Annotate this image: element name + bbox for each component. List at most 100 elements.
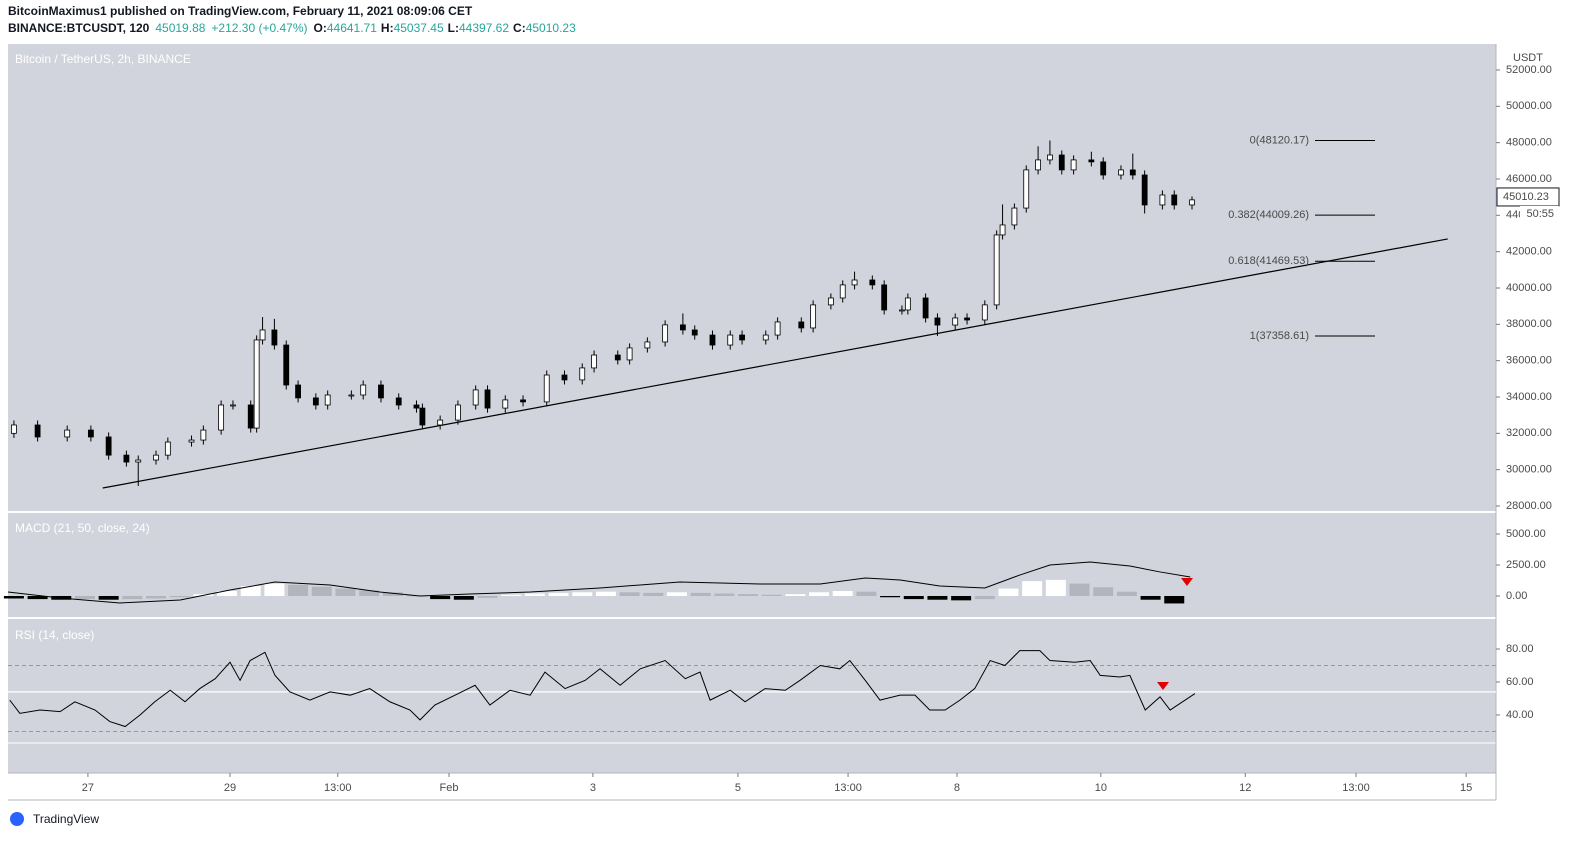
candle-body <box>105 436 112 456</box>
rsi-line <box>9 650 1196 728</box>
y-tick-label: 80.00 <box>1506 643 1534 655</box>
candle-body <box>419 407 426 426</box>
change: +212.30 (+0.47%) <box>211 21 307 35</box>
y-tick-label: 40.00 <box>1506 709 1534 721</box>
candle-body <box>839 284 846 299</box>
macd-histogram-bar <box>761 594 782 597</box>
y-tick-label: 32000.00 <box>1506 427 1552 439</box>
macd-histogram-bar <box>1022 581 1043 597</box>
candle-body <box>881 284 888 311</box>
fib-label: 0.618(41469.53) <box>1228 255 1309 267</box>
candle-body <box>810 304 817 329</box>
candle-body <box>899 309 905 312</box>
y-tick-label: 28000.00 <box>1506 500 1552 512</box>
candle-body <box>484 389 491 409</box>
candle-body <box>662 324 669 343</box>
y-tick-label: 48000.00 <box>1506 137 1552 149</box>
macd-histogram-bar <box>27 596 48 600</box>
macd-histogram-bar <box>430 596 451 600</box>
candle-body <box>727 334 734 346</box>
macd-histogram-bar <box>3 596 24 599</box>
candle-body <box>851 279 858 286</box>
y-tick-label: 46000.00 <box>1506 173 1552 185</box>
macd-histogram-bar <box>477 596 498 598</box>
y-tick-label: 2500.00 <box>1506 559 1546 571</box>
candle-body <box>295 384 301 399</box>
brand: TradingView <box>33 812 99 826</box>
candle-body <box>271 329 278 346</box>
candle-body <box>561 374 568 381</box>
candle-body <box>395 397 402 406</box>
macd-histogram-bar <box>951 596 972 601</box>
candle-body <box>1011 207 1018 226</box>
macd-histogram-bar <box>240 586 261 597</box>
macd-histogram-bar <box>1140 596 1161 600</box>
macd-histogram-bar <box>998 588 1019 597</box>
candle-body <box>614 354 621 361</box>
candle-body <box>64 429 71 438</box>
candle-body <box>34 424 41 438</box>
macd-histogram-bar <box>690 592 711 597</box>
candle-body <box>709 334 716 346</box>
candle-body <box>579 367 586 381</box>
ohlc-value: 45037.45 <box>394 21 444 35</box>
candle-body <box>691 329 698 336</box>
macd-histogram-bar <box>809 592 830 597</box>
x-tick-label: 13:00 <box>834 782 862 794</box>
macd-histogram-bar <box>146 596 167 599</box>
y-tick-label: 5000.00 <box>1506 528 1546 540</box>
symbol-line: BINANCE:BTCUSDT, 120 45019.88 +212.30 (+0.… <box>8 21 576 35</box>
publisher: BitcoinMaximus1 published on TradingView… <box>8 4 473 18</box>
macd-histogram-bar <box>666 592 687 597</box>
macd-histogram-bar <box>643 592 664 597</box>
candle-body <box>869 279 876 286</box>
ohlc-key: O: <box>314 21 327 35</box>
candle-body <box>1023 169 1030 209</box>
macd-legend: MACD (21, 50, close, 24) <box>15 521 150 535</box>
candle-body <box>348 394 355 397</box>
candle-body <box>798 321 805 329</box>
macd-histogram-bar <box>1093 587 1114 597</box>
macd-histogram-bar <box>880 596 901 598</box>
candle-body <box>1118 169 1124 176</box>
macd-histogram-bar <box>169 596 190 598</box>
macd-histogram-bar <box>74 596 95 600</box>
candle-body <box>993 234 1000 306</box>
rsi-legend: RSI (14, close) <box>15 628 94 642</box>
last: 45019.88 <box>155 21 205 35</box>
candle-body <box>827 297 834 306</box>
macd-histogram-bar <box>619 592 640 597</box>
x-tick-label: 29 <box>224 782 236 794</box>
candle-body <box>543 374 550 403</box>
countdown: 50:55 <box>1526 208 1554 220</box>
footer-logo: TradingView <box>10 812 99 826</box>
x-tick-label: 12 <box>1239 782 1251 794</box>
candle-body <box>981 304 988 321</box>
x-tick-label: 13:00 <box>1342 782 1370 794</box>
candle-body <box>283 344 290 386</box>
macd-histogram-bar <box>785 594 806 597</box>
candle-body <box>360 384 367 396</box>
fib-label: 1(37358.61) <box>1250 330 1309 342</box>
macd-histogram-bar <box>217 591 238 597</box>
candle-body <box>11 424 17 434</box>
candle-body <box>952 317 959 326</box>
ohlc-key: C: <box>513 21 526 35</box>
candle-body <box>188 439 195 443</box>
candle-body <box>774 321 781 336</box>
macd-histogram-bar <box>974 596 995 600</box>
macd-histogram-bar <box>1116 591 1137 597</box>
macd-histogram-bar <box>524 593 545 597</box>
macd-histogram-bar <box>98 596 119 600</box>
candle-body <box>679 324 686 331</box>
candle-body <box>324 394 331 406</box>
x-tick-label: 5 <box>735 782 741 794</box>
trendline <box>102 238 1448 489</box>
ohlc-value: 44641.71 <box>327 21 377 35</box>
macd-histogram-bar <box>548 592 569 597</box>
macd-histogram-bar <box>501 594 522 597</box>
candle-body <box>502 399 509 409</box>
macd-histogram-bar <box>122 596 143 600</box>
signal-arrow <box>1181 578 1193 586</box>
